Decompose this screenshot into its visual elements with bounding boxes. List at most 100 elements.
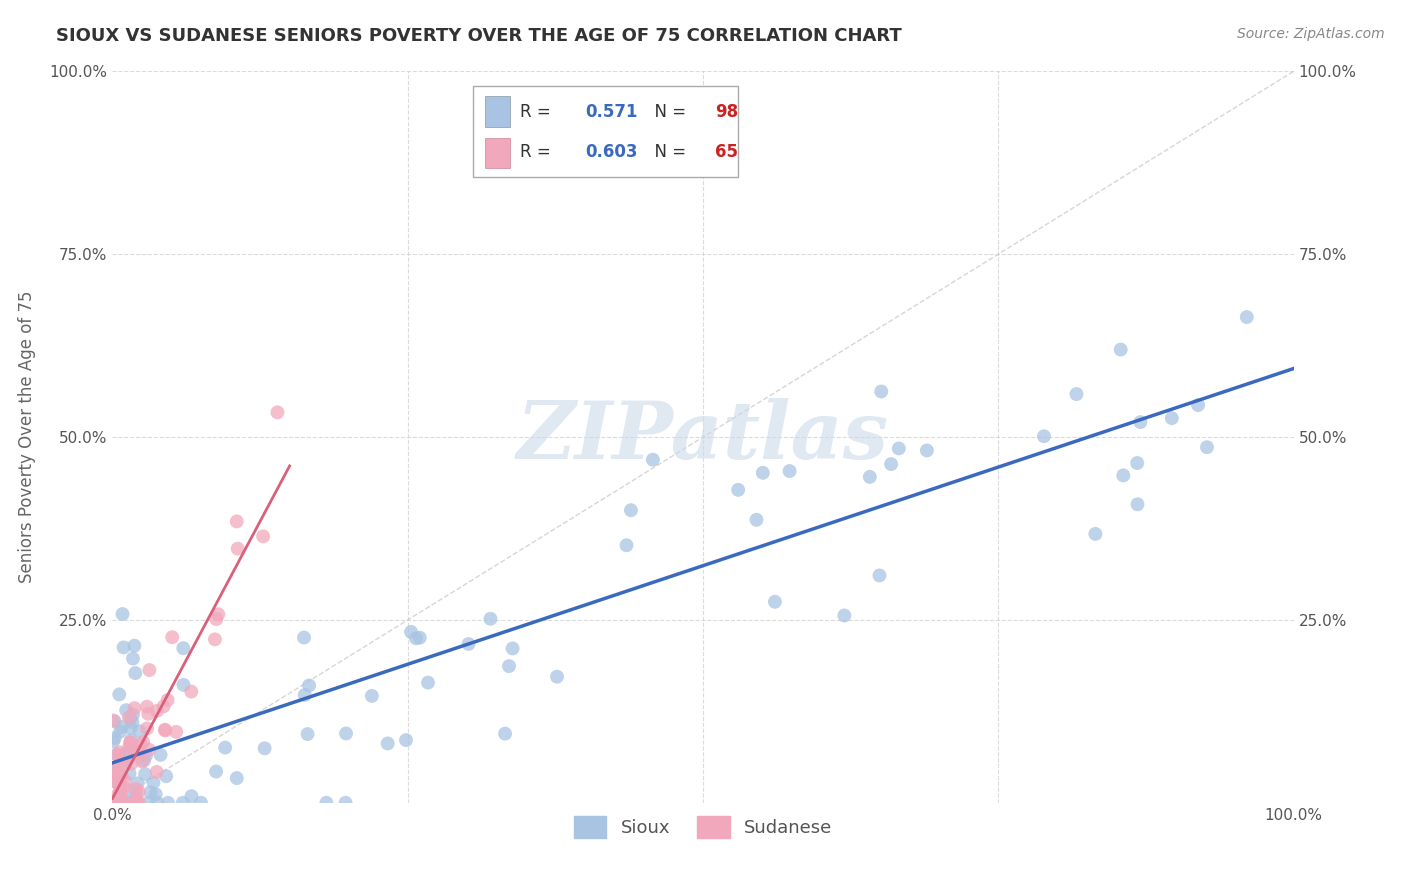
Point <box>120 711 142 725</box>
Point <box>135 748 157 763</box>
Point <box>146 796 169 810</box>
Point <box>122 707 145 722</box>
Point <box>131 754 153 768</box>
Point <box>155 769 177 783</box>
Point <box>120 736 142 750</box>
Point <box>315 796 337 810</box>
Point <box>124 666 146 681</box>
Point <box>110 790 132 805</box>
Point <box>107 796 129 810</box>
Point <box>616 538 638 552</box>
Point <box>101 796 124 810</box>
Point <box>120 721 142 735</box>
Point <box>136 699 159 714</box>
Point <box>546 670 568 684</box>
Point <box>752 466 775 480</box>
Point <box>108 687 131 701</box>
Point <box>115 703 138 717</box>
Point <box>110 786 132 800</box>
Point <box>1187 398 1209 412</box>
Point <box>104 714 127 729</box>
Point <box>138 663 160 677</box>
Point <box>494 726 516 740</box>
Point <box>103 774 125 789</box>
Point <box>122 651 145 665</box>
Point <box>120 735 142 749</box>
Point <box>139 785 162 799</box>
Point <box>103 762 125 776</box>
Point <box>162 630 184 644</box>
Point <box>172 641 194 656</box>
Point <box>105 747 128 762</box>
Point <box>880 457 903 471</box>
Point <box>112 756 135 770</box>
Point <box>136 706 159 721</box>
Point <box>253 741 276 756</box>
Point <box>479 612 502 626</box>
Point <box>132 735 155 749</box>
Point <box>120 756 142 771</box>
Point <box>138 796 160 810</box>
Text: ZIPatlas: ZIPatlas <box>517 399 889 475</box>
Point <box>172 678 194 692</box>
Point <box>1236 310 1258 324</box>
Point <box>101 790 124 805</box>
Point <box>138 743 160 757</box>
Point <box>502 641 524 656</box>
Point <box>103 796 125 810</box>
Point <box>887 442 910 456</box>
Point <box>292 631 315 645</box>
Point <box>107 789 129 804</box>
Point <box>225 771 247 785</box>
Point <box>108 745 131 759</box>
Point <box>101 764 124 778</box>
Point <box>122 796 145 810</box>
Point <box>205 612 228 626</box>
Point <box>127 776 149 790</box>
Text: N =: N = <box>644 103 692 120</box>
Point <box>107 760 129 774</box>
Point <box>111 796 134 810</box>
Point <box>111 720 134 734</box>
Text: Source: ZipAtlas.com: Source: ZipAtlas.com <box>1237 27 1385 41</box>
Text: N =: N = <box>644 143 692 161</box>
Point <box>172 796 194 810</box>
Point <box>1112 468 1135 483</box>
Text: 0.571: 0.571 <box>585 103 637 120</box>
Text: 65: 65 <box>714 143 738 161</box>
Point <box>101 714 124 728</box>
Point <box>129 737 152 751</box>
Point <box>118 766 141 780</box>
Point <box>360 689 382 703</box>
Point <box>108 748 131 763</box>
Point <box>405 632 427 646</box>
Point <box>498 659 520 673</box>
Point <box>125 793 148 807</box>
Point <box>915 443 938 458</box>
Point <box>869 568 891 582</box>
Point <box>834 608 856 623</box>
Point <box>226 541 249 556</box>
Point <box>294 688 316 702</box>
Point <box>107 776 129 790</box>
Point <box>128 745 150 759</box>
Point <box>114 773 136 788</box>
Point <box>1160 411 1182 425</box>
Point <box>149 747 172 762</box>
Point <box>205 764 228 779</box>
Point <box>108 784 131 798</box>
Point <box>457 637 479 651</box>
Point <box>118 740 141 755</box>
Point <box>145 787 167 801</box>
FancyBboxPatch shape <box>472 86 738 178</box>
Point <box>298 678 321 692</box>
Point <box>111 607 134 621</box>
Point <box>112 780 135 795</box>
Point <box>156 693 179 707</box>
Point <box>105 773 128 788</box>
Point <box>114 746 136 760</box>
Point <box>120 784 142 798</box>
Point <box>155 723 177 738</box>
Point <box>128 796 150 810</box>
Text: R =: R = <box>520 143 555 161</box>
